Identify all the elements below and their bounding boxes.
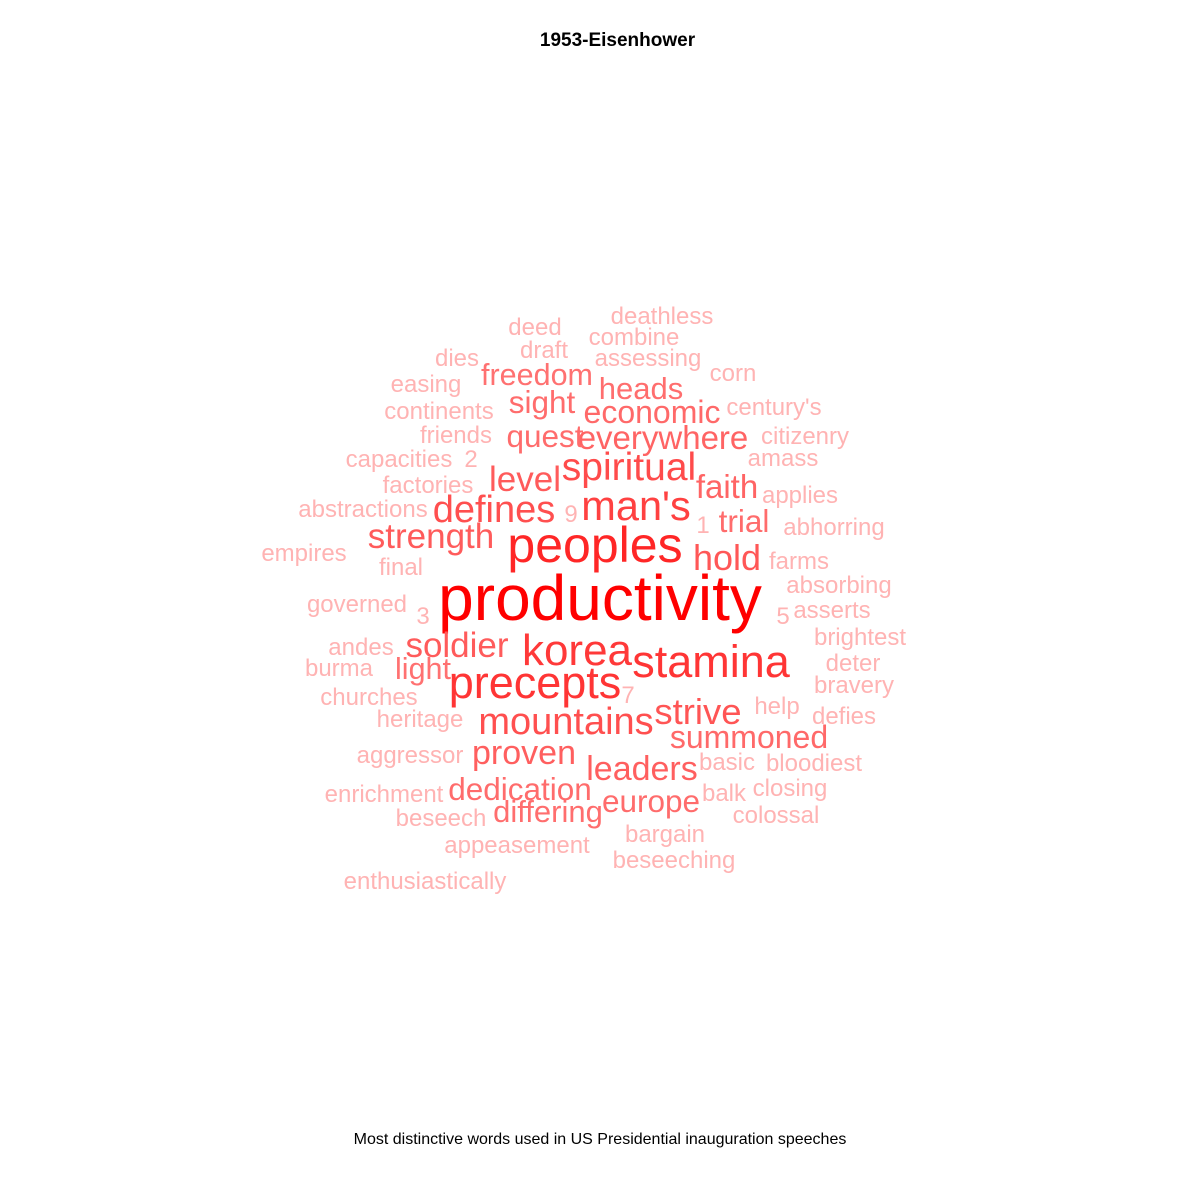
word-friends: friends (420, 422, 492, 449)
word-corn: corn (710, 360, 757, 387)
word-deed: deed (508, 314, 561, 341)
word-light: light (395, 652, 451, 686)
word-productivity: productivity (438, 562, 762, 634)
word-assessing: assessing (595, 345, 702, 372)
word-level: level (489, 460, 561, 499)
word-dedication: dedication (448, 771, 592, 807)
word-century-s: century's (726, 394, 821, 421)
word-proven: proven (472, 734, 576, 772)
word-stamina: stamina (632, 636, 791, 687)
word-trial: trial (719, 503, 770, 539)
word-hold: hold (693, 537, 761, 578)
word-leaders: leaders (586, 750, 698, 788)
word-help: help (754, 693, 799, 720)
word-beseech: beseech (396, 805, 487, 832)
word-aggressor: aggressor (357, 742, 464, 769)
word-factories: factories (383, 472, 474, 499)
word-defines: defines (433, 489, 556, 531)
word-1: 1 (696, 512, 709, 539)
word-absorbing: absorbing (786, 572, 891, 599)
word-5: 5 (776, 603, 789, 630)
word-enrichment: enrichment (325, 781, 444, 808)
word-farms: farms (769, 548, 829, 575)
word-sight: sight (509, 384, 576, 420)
word-asserts: asserts (793, 597, 870, 624)
word-europe: europe (602, 783, 700, 819)
word-bravery: bravery (814, 672, 894, 699)
word-basic: basic (699, 749, 755, 776)
word-man-s: man's (581, 482, 690, 529)
word-quest: quest (506, 418, 583, 454)
word-korea: korea (522, 626, 633, 675)
word-summoned: summoned (670, 719, 828, 755)
word-amass: amass (748, 445, 819, 472)
word-colossal: colossal (733, 802, 820, 829)
word-spiritual: spiritual (562, 446, 696, 489)
word-heads: heads (599, 371, 683, 406)
word-appeasement: appeasement (444, 832, 590, 859)
word-7: 7 (621, 682, 634, 709)
word-continents: continents (384, 398, 493, 425)
word-abhorring: abhorring (783, 514, 884, 541)
word-peoples: peoples (507, 517, 682, 573)
word-differing: differing (493, 794, 603, 829)
word-combine: combine (589, 324, 680, 351)
word-soldier: soldier (405, 626, 508, 665)
word-strive: strive (654, 691, 741, 732)
word-churches: churches (320, 684, 417, 711)
word-economic: economic (584, 394, 721, 430)
word-freedom: freedom (481, 358, 593, 392)
word-governed: governed (307, 591, 407, 618)
word-enthusiastically: enthusiastically (344, 868, 507, 895)
chart-caption: Most distinctive words used in US Presid… (353, 1131, 847, 1148)
word-balk: balk (702, 780, 747, 807)
word-2: 2 (464, 446, 477, 473)
word-capacities: capacities (346, 446, 453, 473)
word-9: 9 (564, 501, 577, 528)
word-burma: burma (305, 655, 374, 682)
word-closing: closing (753, 775, 828, 802)
word-beseeching: beseeching (613, 847, 736, 874)
word-precepts: precepts (449, 657, 622, 708)
word-citizenry: citizenry (761, 423, 849, 450)
word-3: 3 (416, 603, 429, 630)
word-draft: draft (520, 337, 568, 364)
word-bloodiest: bloodiest (766, 750, 862, 777)
word-faith: faith (696, 468, 758, 505)
word-brightest: brightest (814, 624, 906, 651)
word-dies: dies (435, 345, 479, 372)
word-mountains: mountains (478, 701, 653, 743)
word-andes: andes (328, 634, 393, 661)
word-everywhere: everywhere (578, 419, 749, 456)
word-bargain: bargain (625, 821, 705, 848)
word-empires: empires (261, 540, 346, 567)
word-defies: defies (812, 703, 876, 730)
word-deter: deter (826, 650, 881, 677)
word-strength: strength (368, 517, 494, 556)
word-applies: applies (762, 482, 838, 509)
chart-title: 1953-Eisenhower (539, 30, 696, 51)
word-easing: easing (391, 371, 462, 398)
word-abstractions: abstractions (298, 496, 427, 523)
word-heritage: heritage (377, 706, 464, 733)
word-deathless: deathless (611, 303, 714, 330)
word-final: final (379, 554, 423, 581)
